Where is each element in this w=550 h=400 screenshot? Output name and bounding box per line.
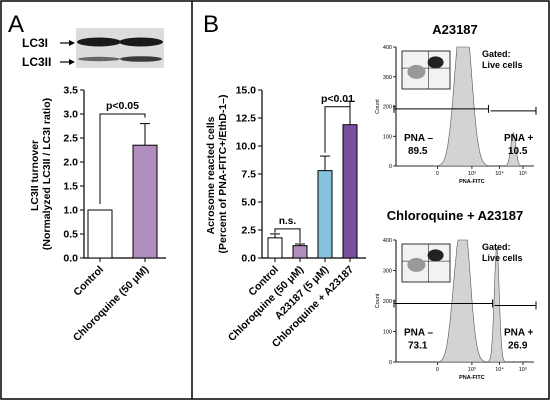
- chart-a-sig-label: p<0.05: [106, 100, 139, 112]
- blot-label-lc3ii: LC3II: [22, 55, 51, 69]
- chart-a-bar: [87, 209, 113, 259]
- western-blot-image: [76, 28, 164, 68]
- blot-label-lc3i: LC3I: [22, 36, 48, 50]
- lc3ii-band-control: [78, 56, 120, 62]
- flow-bottom-x-tick-label: 0: [436, 367, 439, 373]
- flow-bottom-pos-value: 26.9: [508, 340, 528, 351]
- chart-b-sig-bracket: [324, 104, 351, 153]
- chart-a-bar: [132, 144, 158, 259]
- flow-top-neg-label: PNA –: [404, 133, 434, 144]
- flow-bottom-gate-label-2: Live cells: [482, 253, 523, 263]
- chart-b-y-tick-label: 0.0: [241, 253, 256, 265]
- flow-top-pos-value: 10.5: [508, 146, 528, 157]
- panel-b-letter: B: [203, 11, 219, 38]
- chart-b-bar: [267, 237, 283, 259]
- flow-top-inset-cluster: [427, 56, 444, 69]
- chart-b: 0.02.55.07.510.012.515.0ControlChloroqui…: [226, 85, 366, 350]
- flow-top-inset-cluster-dim: [407, 64, 426, 79]
- panel-a-letter: A: [8, 11, 24, 38]
- panel-b: B 0.02.55.07.510.012.515.0ControlChloroq…: [203, 11, 366, 350]
- chart-a-category-label: Control: [71, 264, 106, 299]
- chart-b-y-label-line2: (Percent of PNA-FITC+/EthD-1–): [217, 95, 229, 254]
- chart-b-y-tick-label: 7.5: [241, 169, 256, 181]
- flow-bottom-title: Chloroquine + A23187: [387, 208, 523, 223]
- flow-top-y-axis-label: Count: [375, 99, 381, 114]
- chart-b-sig-label: p<0.01: [321, 93, 354, 105]
- flow-bottom-histogram: [396, 239, 534, 363]
- flow-bottom-x-tick-label: 10⁴: [495, 366, 504, 373]
- chart-b-y-tick-label: 15.0: [236, 85, 257, 97]
- flow-top-y-tick-label: 100: [383, 134, 392, 140]
- flow-top-y-tick-label: 300: [383, 75, 392, 81]
- flow-bottom-y-tick-label: 0: [389, 360, 392, 366]
- flow-bottom-gate-label-1: Gated:: [482, 242, 511, 252]
- chart-a: 0.0 0.5 1.0 1.5 2.0 2.5 3.0 3.5 ControlChloroqui…: [63, 85, 166, 344]
- flow-top-neg-value: 89.5: [408, 146, 428, 157]
- chart-a-sig-bracket: [99, 113, 146, 204]
- flow-bottom-x-axis-label: PNA-FITC: [459, 375, 485, 381]
- flow-bottom-y-tick-label: 200: [383, 299, 392, 305]
- chart-a-y-tick-label: 1.5: [63, 181, 78, 193]
- chart-a-y-tick-label: 3.0: [63, 109, 78, 121]
- chart-b-y-label: Acrosome reacted cells (Percent of PNA-F…: [205, 95, 229, 254]
- chart-a-y-tick-label: 0.5: [63, 229, 78, 241]
- chart-b-y-tick-label: 10.0: [236, 141, 257, 153]
- lc3ii-band-chloroquine: [120, 56, 162, 62]
- flow-top-y-tick-label: 0: [389, 164, 392, 170]
- chart-b-y-tick-label: 5.0: [241, 197, 256, 209]
- chart-b-y-tick-label: 2.5: [241, 225, 256, 237]
- flow-bottom-y-tick-label: 300: [383, 269, 392, 275]
- flow-panel-bottom: Chloroquine + A23187 0100200300400Count0…: [375, 208, 537, 381]
- chart-a-y-tick-label: 2.5: [63, 133, 78, 145]
- chart-b-bar: [292, 245, 308, 259]
- flow-top-gate-label-1: Gated:: [482, 49, 511, 59]
- chart-a-y-tick-label: 3.5: [63, 85, 78, 97]
- flow-bottom-y-tick-label: 400: [383, 238, 392, 244]
- chart-a-y-label: LC3II turnover (Normalyzed LC3II / LC3I …: [29, 98, 53, 250]
- lc3i-band-control: [77, 37, 121, 47]
- flow-bottom-pos-label: PNA +: [504, 327, 534, 338]
- flow-bottom-inset-cluster: [427, 249, 444, 262]
- chart-b-y-label-line1: Acrosome reacted cells: [205, 116, 217, 234]
- chart-b-y-tick-label: 12.5: [236, 113, 257, 125]
- chart-a-y-tick-label: 1.0: [63, 205, 78, 217]
- flow-panel-top: A23187 0 100 200 300 400 Count 0 10³ 10⁴ 10⁵ PNA-F…: [375, 22, 537, 185]
- chart-a-y-tick-label: 2.0: [63, 157, 78, 169]
- flow-top-y-tick-label: 400: [383, 45, 392, 51]
- flow-top-x-tick-label: 0: [436, 171, 439, 177]
- flow-bottom-y-axis-label: Count: [375, 293, 381, 308]
- flow-top-title: A23187: [432, 22, 478, 37]
- flow-bottom-neg-label: PNA –: [404, 327, 434, 338]
- flow-top-histogram: [396, 46, 534, 167]
- flow-top-x-tick-label: 10⁴: [495, 170, 504, 177]
- chart-b-ns-bracket: [274, 228, 301, 243]
- panel-a: A LC3I LC3II 0.0 0.5 1.0 1.5 2.0 2.5 3.0 3.5 Con…: [8, 11, 166, 344]
- chart-a-y-tick-label: 0.0: [63, 253, 78, 265]
- chart-b-bar: [317, 170, 333, 259]
- chart-b-ns-label: n.s.: [279, 216, 296, 227]
- arrowhead-lc3ii: [69, 59, 75, 65]
- chart-a-y-label-line1: LC3II turnover: [29, 140, 41, 211]
- chart-b-bar: [342, 124, 358, 259]
- flow-bottom-y-tick-label: 100: [383, 330, 392, 336]
- flow-bottom-plot: 0 100 200 300 400 Count 0 10³ 10⁴ 10⁵ PNA-FITC Gate…: [375, 238, 537, 381]
- lc3i-band-chloroquine: [119, 37, 163, 47]
- flow-top-y-tick-label: 200: [383, 105, 392, 111]
- flow-top-x-axis-label: PNA-FITC: [459, 179, 485, 185]
- arrowhead-lc3i: [69, 40, 75, 46]
- chart-a-y-label-line2: (Normalyzed LC3II / LC3I ratio): [41, 98, 53, 250]
- flow-top-pos-label: PNA +: [504, 133, 534, 144]
- flow-bottom-inset-cluster-dim: [407, 257, 426, 272]
- flow-top-x-tick-label: 10³: [468, 171, 476, 177]
- flow-top-x-tick-label: 10⁵: [519, 170, 527, 177]
- flow-bottom-neg-value: 73.1: [408, 340, 428, 351]
- flow-top-plot: 0 100 200 300 400 Count 0 10³ 10⁴ 10⁵ PNA-FITC Gate…: [375, 45, 537, 185]
- flow-bottom-x-tick-label: 10³: [468, 367, 476, 373]
- flow-top-gate-label-2: Live cells: [482, 60, 523, 70]
- flow-bottom-x-tick-label: 10⁵: [519, 366, 527, 373]
- chart-a-category-label: Chloroquine (50 μM): [71, 264, 151, 344]
